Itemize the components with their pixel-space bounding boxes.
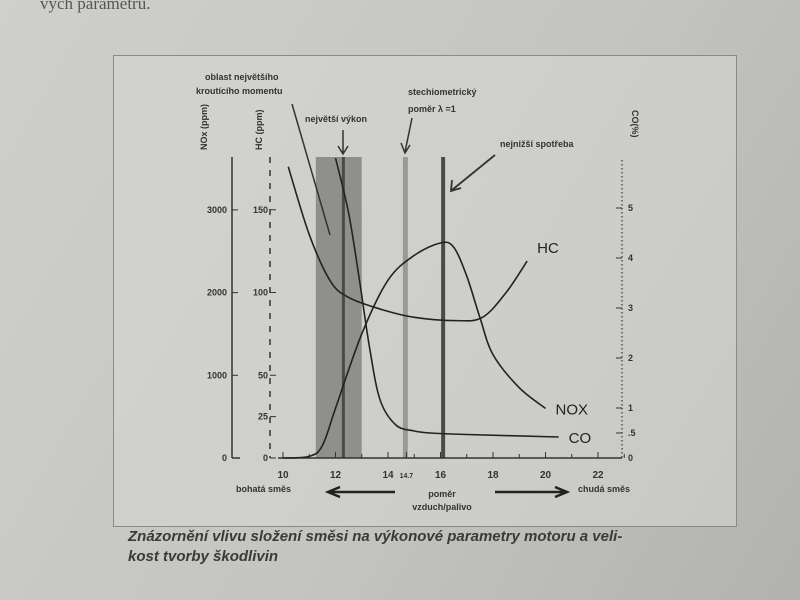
hc-tick-label: 50 [258,370,268,380]
lowest-consumption-arrow-icon [449,154,496,193]
hc-tick-label: 150 [253,205,268,215]
nox-tick-label: 1000 [207,370,227,380]
figure-frame [113,55,737,527]
nox-tick-label: 3000 [207,205,227,215]
lean-mixture-label: chudá směs [578,484,630,494]
nox-curve [282,241,546,459]
nox-axis-label: NOx (ppm) [199,104,209,150]
hc-axis-label: HC (ppm) [254,110,264,151]
x-tick-label: 20 [540,470,552,481]
x-tick-label: 14 [382,470,394,481]
torque-region [315,157,362,458]
page-top-text: vých parametrů. [40,0,151,13]
x-tick-label: 18 [487,470,499,481]
x-tick-label: 10 [277,470,289,481]
caption-line-2: kost tvorby škodlivin [128,548,279,565]
max-power-arrow-icon [337,130,349,156]
max-power-label: největší výkon [305,114,367,124]
x-tick-label: 22 [592,470,604,481]
co-axis-label: CO(%) [630,110,640,138]
co-tick-label: 3 [628,303,633,313]
right-arrow-icon [495,485,571,499]
lowest-consumption-label: nejnižší spotřeba [500,139,575,149]
hc-curve [287,166,528,322]
x-tick-label: 12 [330,470,342,481]
co-curve-label: CO [569,430,592,447]
rich-mixture-label: bohatá směs [236,484,291,494]
hc-curve-label: HC [537,240,559,257]
caption-line-1: Znázornění vlivu složení směsi na výkono… [128,528,623,545]
nox-curve-label: NOX [556,401,589,418]
region-label-2: kroutícího momentu [196,86,283,96]
stoich-arrow-icon [400,117,413,155]
nox-tick-label: 2000 [207,288,227,298]
co-tick-label: .5 [628,428,636,438]
co-curve [334,157,559,438]
co-tick-label: 0 [628,453,633,463]
stoich-label-2: poměr λ =1 [408,104,456,114]
left-arrow-icon [324,485,395,499]
x-tick-label: 14.7 [400,473,414,480]
xlabel-1: poměr [428,489,456,499]
x-tick-label: 16 [435,470,447,481]
hc-tick-label: 100 [253,288,268,298]
co-tick-label: 5 [628,203,633,213]
co-tick-label: 1 [628,403,633,413]
co-tick-label: 4 [628,253,633,263]
region-label-1: oblast největšího [205,72,279,82]
nox-tick-label: 0 [222,453,227,463]
hc-tick-label: 0 [263,453,268,463]
stoich-label-1: stechiometrický [408,87,477,97]
hc-tick-label: 25 [258,412,268,422]
co-tick-label: 2 [628,353,633,363]
xlabel-2: vzduch/palivo [412,502,472,512]
region-pointer [291,103,331,236]
